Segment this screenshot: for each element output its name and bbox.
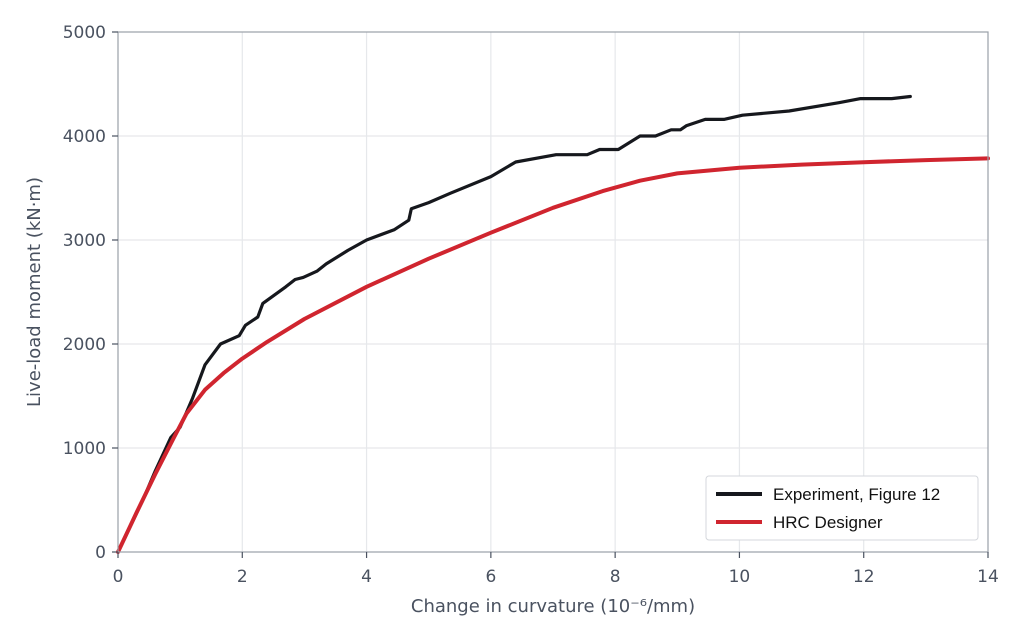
- x-axis-title: Change in curvature (10⁻⁶/mm): [411, 596, 695, 617]
- legend-label-hrc-designer: HRC Designer: [773, 513, 883, 532]
- y-tick-label: 1000: [63, 439, 106, 459]
- axes: 0 2 4 6 8 10 12 14 0 1000 2000 3000 4000 5000: [63, 23, 999, 587]
- x-tick-label: 10: [729, 567, 751, 587]
- series-line-hrc-designer: [116, 156, 990, 554]
- legend-box: [705, 475, 979, 541]
- x-tick-label: 4: [361, 567, 372, 587]
- x-tick-label: 12: [853, 567, 875, 587]
- y-axis-title: Live-load moment (kN·m): [24, 177, 45, 407]
- y-tick-label: 3000: [63, 231, 106, 251]
- x-tick-label: 2: [237, 567, 248, 587]
- series-layer: [116, 94, 990, 554]
- plot-frame: [117, 31, 989, 553]
- y-tick-label: 5000: [63, 23, 106, 43]
- y-tick-label: 0: [95, 543, 106, 563]
- y-tick-label: 4000: [63, 127, 106, 147]
- legend: Experiment, Figure 12 HRC Designer: [705, 475, 979, 541]
- x-tick-label: 0: [113, 567, 124, 587]
- x-tick-label: 6: [485, 567, 496, 587]
- grid: [118, 32, 988, 552]
- y-tick-label: 2000: [63, 335, 106, 355]
- legend-label-experiment: Experiment, Figure 12: [773, 485, 940, 504]
- series-line-experiment: [116, 94, 912, 554]
- x-tick-label: 14: [977, 567, 999, 587]
- x-tick-label: 8: [610, 567, 621, 587]
